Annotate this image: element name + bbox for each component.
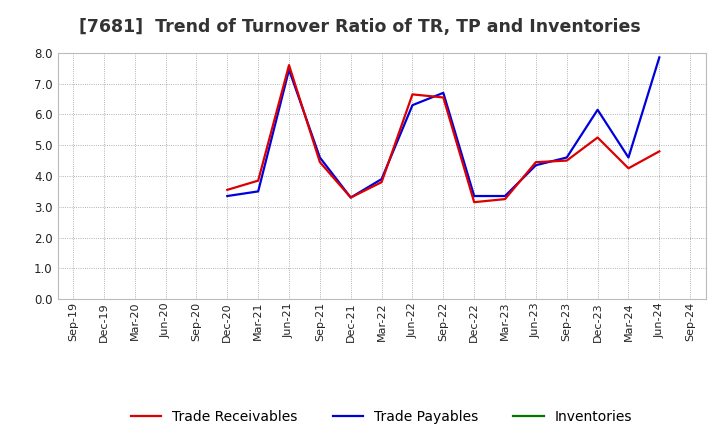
Trade Receivables [223,187,232,193]
Trade Payables [254,189,263,194]
Trade Receivables [408,92,417,97]
Trade Receivables [315,160,324,165]
Trade Receivables [593,135,602,140]
Trade Payables [531,163,540,168]
Trade Payables [315,155,324,160]
Trade Receivables [470,200,479,205]
Trade Payables [624,155,633,160]
Trade Receivables [500,196,509,202]
Trade Receivables [439,95,448,100]
Legend: Trade Receivables, Trade Payables, Inventories: Trade Receivables, Trade Payables, Inven… [131,410,632,424]
Trade Receivables [254,178,263,183]
Line: Trade Receivables: Trade Receivables [228,65,660,202]
Trade Receivables [377,180,386,185]
Trade Receivables [624,165,633,171]
Trade Payables [346,195,355,200]
Trade Payables [408,103,417,108]
Trade Receivables [562,158,571,163]
Trade Receivables [284,62,293,68]
Trade Receivables [346,195,355,200]
Trade Receivables [531,160,540,165]
Trade Payables [470,194,479,199]
Trade Payables [439,90,448,95]
Trade Payables [593,107,602,112]
Text: [7681]  Trend of Turnover Ratio of TR, TP and Inventories: [7681] Trend of Turnover Ratio of TR, TP… [79,18,641,36]
Trade Payables [655,55,664,60]
Trade Payables [562,155,571,160]
Trade Receivables [655,149,664,154]
Trade Payables [223,194,232,199]
Line: Trade Payables: Trade Payables [228,57,660,198]
Trade Payables [500,194,509,199]
Trade Payables [284,67,293,72]
Trade Payables [377,176,386,182]
